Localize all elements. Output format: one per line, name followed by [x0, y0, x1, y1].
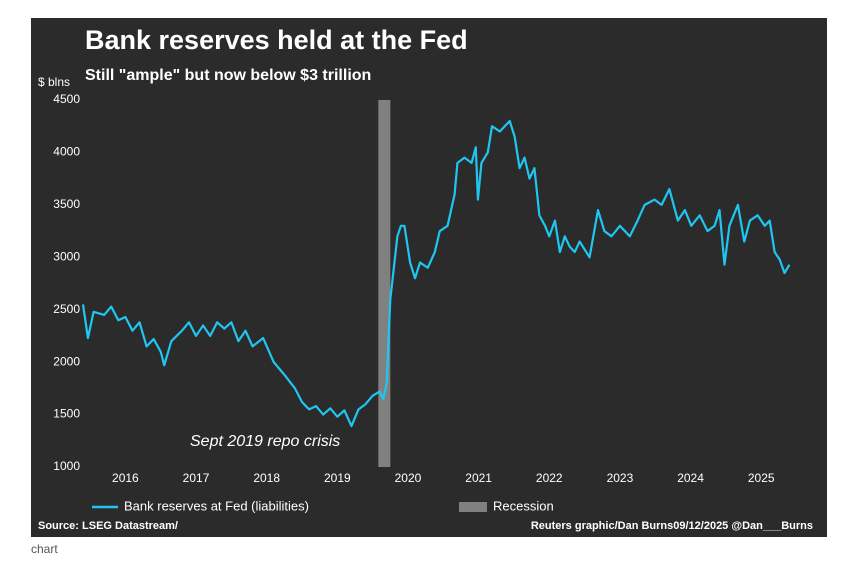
- x-tick-label: 2021: [465, 471, 492, 485]
- x-tick-label: 2016: [112, 471, 139, 485]
- x-tick-label: 2024: [677, 471, 704, 485]
- legend-swatch: [459, 502, 487, 512]
- x-tick-label: 2020: [395, 471, 422, 485]
- x-tick-label: 2018: [253, 471, 280, 485]
- y-axis-label: $ blns: [38, 75, 70, 89]
- legend-label: Recession: [493, 498, 554, 513]
- x-tick-label: 2025: [748, 471, 775, 485]
- y-tick-label: 4000: [53, 145, 80, 159]
- y-tick-label: 3000: [53, 249, 80, 263]
- recession-band: [378, 100, 391, 467]
- credit: Reuters graphic/Dan Burns09/12/2025 @Dan…: [531, 520, 813, 532]
- caption: chart: [31, 542, 58, 556]
- source: Source: LSEG Datastream/: [38, 520, 178, 532]
- y-tick-label: 1000: [53, 459, 80, 473]
- page: {"caption": "chart", "chart_data": {"typ…: [31, 18, 827, 556]
- x-tick-label: 2022: [536, 471, 563, 485]
- chart-title: Bank reserves held at the Fed: [85, 25, 468, 55]
- x-tick-label: 2017: [183, 471, 210, 485]
- y-tick-label: 2500: [53, 302, 80, 316]
- data-line: [81, 119, 791, 428]
- x-tick-label: 2019: [324, 471, 351, 485]
- chart: Bank reserves held at the Fed Still "amp…: [31, 18, 827, 537]
- y-tick-label: 2000: [53, 354, 80, 368]
- y-tick-label: 3500: [53, 197, 80, 211]
- chart-subtitle: Still "ample" but now below $3 trillion: [85, 67, 371, 84]
- annotation: Sept 2019 repo crisis: [190, 433, 340, 450]
- legend-label: Bank reserves at Fed (liabilities): [124, 498, 309, 513]
- y-tick-label: 1500: [53, 407, 80, 421]
- x-tick-label: 2023: [607, 471, 634, 485]
- chart-background: [31, 18, 827, 537]
- y-tick-label: 4500: [53, 92, 80, 106]
